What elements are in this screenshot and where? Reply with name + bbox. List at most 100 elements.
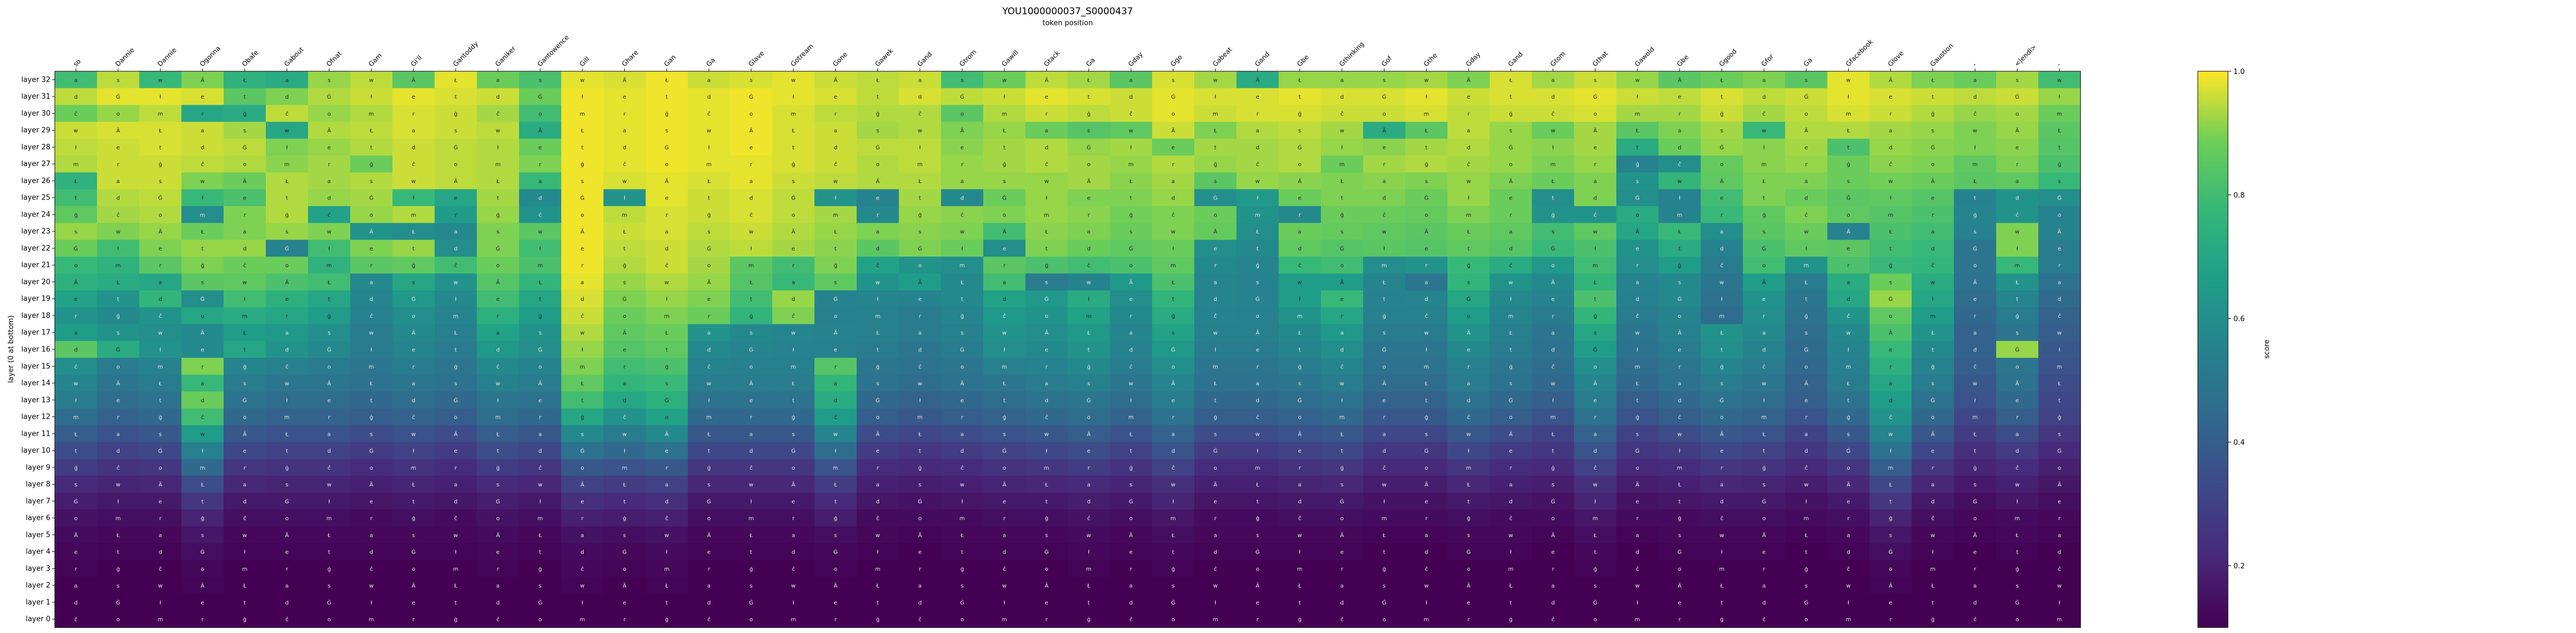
cell-label: Ġ [1593, 599, 1598, 606]
heatmap-cell [1701, 425, 1743, 443]
heatmap-cell [1152, 206, 1195, 224]
heatmap-cell [1870, 122, 1912, 139]
cell-label: e [1804, 398, 1808, 404]
heatmap-cell [435, 357, 477, 375]
x-tick-label: Gawold [1633, 45, 1656, 69]
heatmap-cell [1616, 307, 1659, 324]
heatmap-cell [1068, 172, 1110, 190]
colorbar-tick-label: 0.8 [2233, 192, 2245, 200]
heatmap-cell [1025, 155, 1068, 173]
heatmap-cell [1152, 139, 1195, 156]
cell-label: o [834, 566, 837, 572]
cell-label: t [244, 94, 246, 100]
heatmap-cell [1743, 442, 1786, 460]
cell-label: t [1890, 499, 1892, 505]
cell-label: t [1637, 145, 1639, 151]
heatmap-cell [97, 155, 140, 173]
heatmap-cell [1152, 391, 1195, 409]
cell-label: Ä [1762, 278, 1766, 286]
cell-label: ł [1426, 94, 1427, 100]
x-tick-label: Gawek [874, 47, 895, 68]
cell-label: t [244, 347, 246, 353]
heatmap-cell [1785, 256, 1828, 274]
heatmap-cell [477, 189, 520, 207]
cell-label: m [2015, 516, 2020, 522]
heatmap-cell [1447, 307, 1490, 324]
heatmap-cell [1068, 122, 1110, 139]
cell-label: Ġ [2015, 346, 2020, 353]
cell-label: t [1004, 145, 1006, 151]
heatmap-cell [561, 71, 604, 89]
heatmap-cell [519, 223, 562, 241]
cell-label: a [791, 533, 795, 539]
cell-label: Ä [1256, 76, 1259, 83]
heatmap-cell [646, 459, 688, 476]
cell-label: w [1466, 179, 1471, 185]
cell-label: Ł [749, 280, 753, 286]
cell-label: m [2015, 263, 2020, 269]
x-tick-labels: so Dannie Dannie Ogonna Obafe Gabout Ofnat Gam G… [72, 33, 2062, 71]
y-tick-label: layer 14 [21, 379, 50, 387]
cell-label: Ä [2015, 380, 2019, 387]
heatmap-cell [1405, 290, 1448, 308]
cell-label: o [201, 566, 204, 572]
cell-label: t [877, 94, 879, 100]
cell-label: e [1045, 94, 1048, 100]
heatmap-cell [646, 492, 688, 510]
cell-label: o [1846, 465, 1850, 471]
heatmap-cell [1279, 492, 1321, 510]
cell-label: o [1256, 566, 1259, 572]
heatmap-cell [1194, 341, 1237, 358]
cell-label: m [580, 617, 585, 623]
heatmap-cell [519, 139, 562, 156]
cell-label: w [1762, 128, 1766, 134]
cell-label: Ä [707, 278, 711, 286]
heatmap-cell [1701, 492, 1743, 510]
cell-label: s [876, 128, 879, 134]
heatmap-cell [1870, 139, 1912, 156]
cell-label: s [834, 280, 837, 286]
heatmap-cell [899, 341, 942, 358]
x-tick-label: Ganiker [494, 44, 517, 68]
cell-label: d [1762, 94, 1765, 100]
heatmap-cell [1659, 71, 1701, 89]
heatmap-cell [1279, 206, 1321, 224]
cell-label: a [2015, 431, 2019, 437]
heatmap-cell [1110, 155, 1153, 173]
cell-label: s [792, 179, 795, 185]
heatmap-cell [1827, 105, 1870, 122]
cell-label: Ġ [454, 144, 458, 151]
cell-label: w [1888, 179, 1893, 185]
cell-label: ģ [1509, 617, 1512, 623]
cell-label: m [1635, 111, 1640, 117]
cell-label: m [1551, 415, 1556, 421]
heatmap-cell [350, 122, 393, 139]
cell-label: ł [2059, 94, 2060, 100]
cell-label: s [1045, 533, 1048, 539]
cell-label: m [495, 162, 501, 168]
cell-label: w [706, 381, 711, 387]
cell-label: ĉ [117, 212, 120, 218]
cell-label: s [581, 179, 584, 185]
heatmap-cell [55, 307, 98, 324]
cell-label: w [1888, 431, 1893, 437]
cell-label: a [1171, 431, 1175, 437]
heatmap-cell [55, 122, 98, 139]
heatmap-cell [1363, 425, 1406, 443]
cell-label: ł [877, 550, 879, 556]
cell-label: t [1721, 600, 1723, 606]
cell-label: ĉ [1931, 515, 1935, 522]
cell-label: ł [1552, 398, 1554, 404]
x-tick-label: Glave [747, 49, 766, 68]
cell-label: Ġ [1171, 93, 1176, 100]
x-tick-label: <|endl> [2013, 43, 2038, 68]
cell-label: Ł [1931, 330, 1935, 337]
heatmap-cell [772, 105, 815, 122]
heatmap-cell [1574, 273, 1617, 291]
heatmap-cell [1912, 71, 1954, 89]
cell-label: d [876, 499, 879, 505]
chart-title: YOU1000000037_S0000437 [1002, 6, 1133, 17]
cell-label: ł [582, 347, 583, 353]
heatmap-cell [1490, 239, 1532, 257]
cell-label: o [1424, 212, 1428, 218]
